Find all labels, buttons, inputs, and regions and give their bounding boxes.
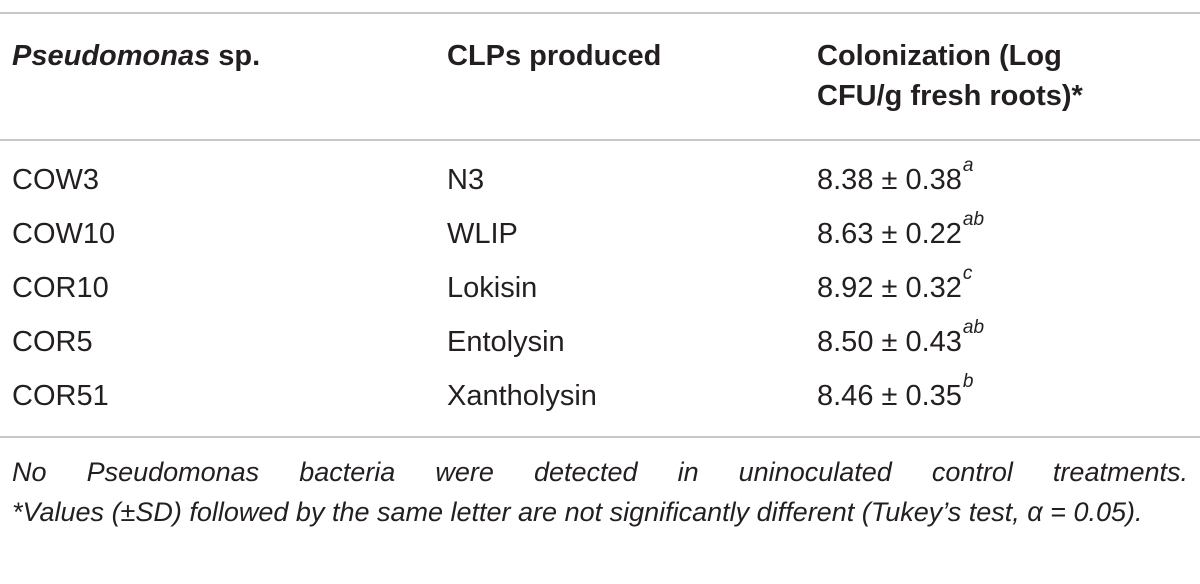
cell-strain: COW10 (12, 218, 116, 250)
header-colonization: Colonization (Log CFU/g fresh roots)* (817, 36, 1187, 116)
cell-colonization: 8.63 ± 0.22ab (817, 210, 984, 254)
cell-clp: WLIP (447, 218, 518, 250)
cell-value: 8.92 ± 0.32 (817, 272, 962, 304)
cell-clp: Xantholysin (447, 380, 597, 412)
cell-letter: ab (962, 317, 985, 338)
cell-colonization: 8.50 ± 0.43ab (817, 318, 984, 362)
cell-clp: N3 (447, 164, 485, 196)
table-row: COW10 WLIP 8.63 ± 0.22ab (0, 210, 1200, 268)
cell-strain: COR5 (12, 326, 93, 358)
header-strain: Pseudomonas sp. (12, 36, 260, 76)
table-footnote: No Pseudomonas bacteria were detected in… (12, 452, 1188, 532)
header-strain-genus: Pseudomonas (12, 40, 211, 72)
cell-value: 8.50 ± 0.43 (817, 326, 962, 358)
cell-colonization: 8.38 ± 0.38a (817, 156, 974, 200)
table-top-rule (0, 12, 1200, 14)
cell-colonization: 8.46 ± 0.35b (817, 372, 974, 416)
header-clps: CLPs produced (447, 40, 662, 72)
table-header-rule (0, 139, 1200, 141)
header-colonization-line1: Colonization (Log (817, 40, 1062, 72)
cell-strain: COW3 (12, 164, 99, 196)
cell-letter: a (962, 155, 974, 176)
cell-value: 8.63 ± 0.22 (817, 218, 962, 250)
header-strain-suffix: sp. (210, 40, 261, 72)
table-row: COR10 Lokisin 8.92 ± 0.32c (0, 264, 1200, 322)
footnote-line-1: No Pseudomonas bacteria were detected in… (12, 457, 1188, 487)
cell-letter: b (962, 371, 974, 392)
cell-colonization: 8.92 ± 0.32c (817, 264, 972, 308)
cell-strain: COR51 (12, 380, 109, 412)
cell-strain: COR10 (12, 272, 109, 304)
cell-clp: Entolysin (447, 326, 565, 358)
table-row: COW3 N3 8.38 ± 0.38a (0, 156, 1200, 214)
cell-letter: c (962, 263, 973, 284)
cell-value: 8.46 ± 0.35 (817, 380, 962, 412)
table-row: COR51 Xantholysin 8.46 ± 0.35b (0, 372, 1200, 430)
table-bottom-rule (0, 436, 1200, 438)
header-colonization-line2: CFU/g fresh roots)* (817, 80, 1083, 112)
cell-clp: Lokisin (447, 272, 538, 304)
cell-letter: ab (962, 209, 985, 230)
footnote-line-2: *Values (±SD) followed by the same lette… (12, 497, 1143, 527)
table-row: COR5 Entolysin 8.50 ± 0.43ab (0, 318, 1200, 376)
cell-value: 8.38 ± 0.38 (817, 164, 962, 196)
